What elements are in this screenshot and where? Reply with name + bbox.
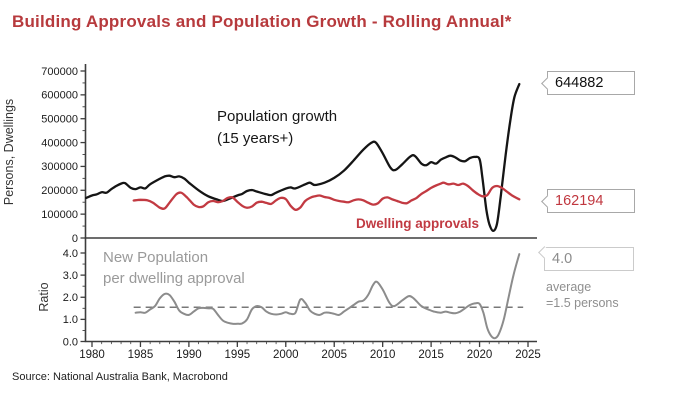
y-axis-label-lower: Ratio	[37, 282, 51, 311]
y-tick-label: 700000	[41, 66, 78, 78]
y-tick-label: 0	[72, 233, 78, 245]
y-tick-label: 200000	[41, 185, 78, 197]
x-tick-label: 2020	[467, 349, 493, 361]
x-tick-label: 2005	[321, 349, 347, 361]
ratio-annotation: New Population per dwelling approval	[103, 249, 245, 287]
callout-ratio-value: 4.0	[552, 251, 573, 267]
y-tick-label: 0.0	[63, 336, 78, 348]
population-growth-annotation: Population growth (15 years+)	[217, 108, 338, 147]
y-axis-label-upper: Persons, Dwellings	[2, 99, 16, 205]
ratio-line	[134, 253, 521, 340]
x-tick-label: 1990	[176, 349, 202, 361]
callout-population-end: 644882	[541, 71, 635, 95]
callout-dwellings-value: 162194	[555, 193, 604, 209]
dwelling-approvals-annotation: Dwelling approvals	[356, 216, 480, 231]
x-tick-label: 1985	[128, 349, 154, 361]
x-tick-label: 2025	[515, 349, 541, 361]
y-tick-label: 400000	[41, 137, 78, 149]
y-tick-label: 300000	[41, 161, 78, 173]
x-tick-label: 2015	[418, 349, 444, 361]
y-tick-label: 2.0	[63, 292, 78, 304]
y-tick-label: 3.0	[63, 270, 78, 282]
y-tick-label: 4.0	[63, 248, 78, 260]
x-tick-label: 1995	[225, 349, 251, 361]
callout-population-value: 644882	[555, 75, 604, 91]
callout-ratio-end: 4.0	[538, 245, 634, 271]
y-tick-label: 500000	[41, 114, 78, 126]
source-note: Source: National Australia Bank, Macrobo…	[12, 371, 228, 383]
x-tick-label: 2000	[273, 349, 299, 361]
population-growth-line	[85, 82, 521, 232]
dwelling-approvals-line	[132, 181, 521, 211]
average-annotation: average =1.5 persons	[546, 280, 619, 310]
y-tick-label: 600000	[41, 90, 78, 102]
page-title: Building Approvals and Population Growth…	[12, 12, 512, 31]
y-tick-label: 1.0	[63, 314, 78, 326]
callout-dwellings-end: 162194	[541, 189, 635, 213]
x-tick-label: 2010	[370, 349, 396, 361]
x-tick-label: 1980	[79, 349, 105, 361]
y-tick-label: 100000	[41, 209, 78, 221]
